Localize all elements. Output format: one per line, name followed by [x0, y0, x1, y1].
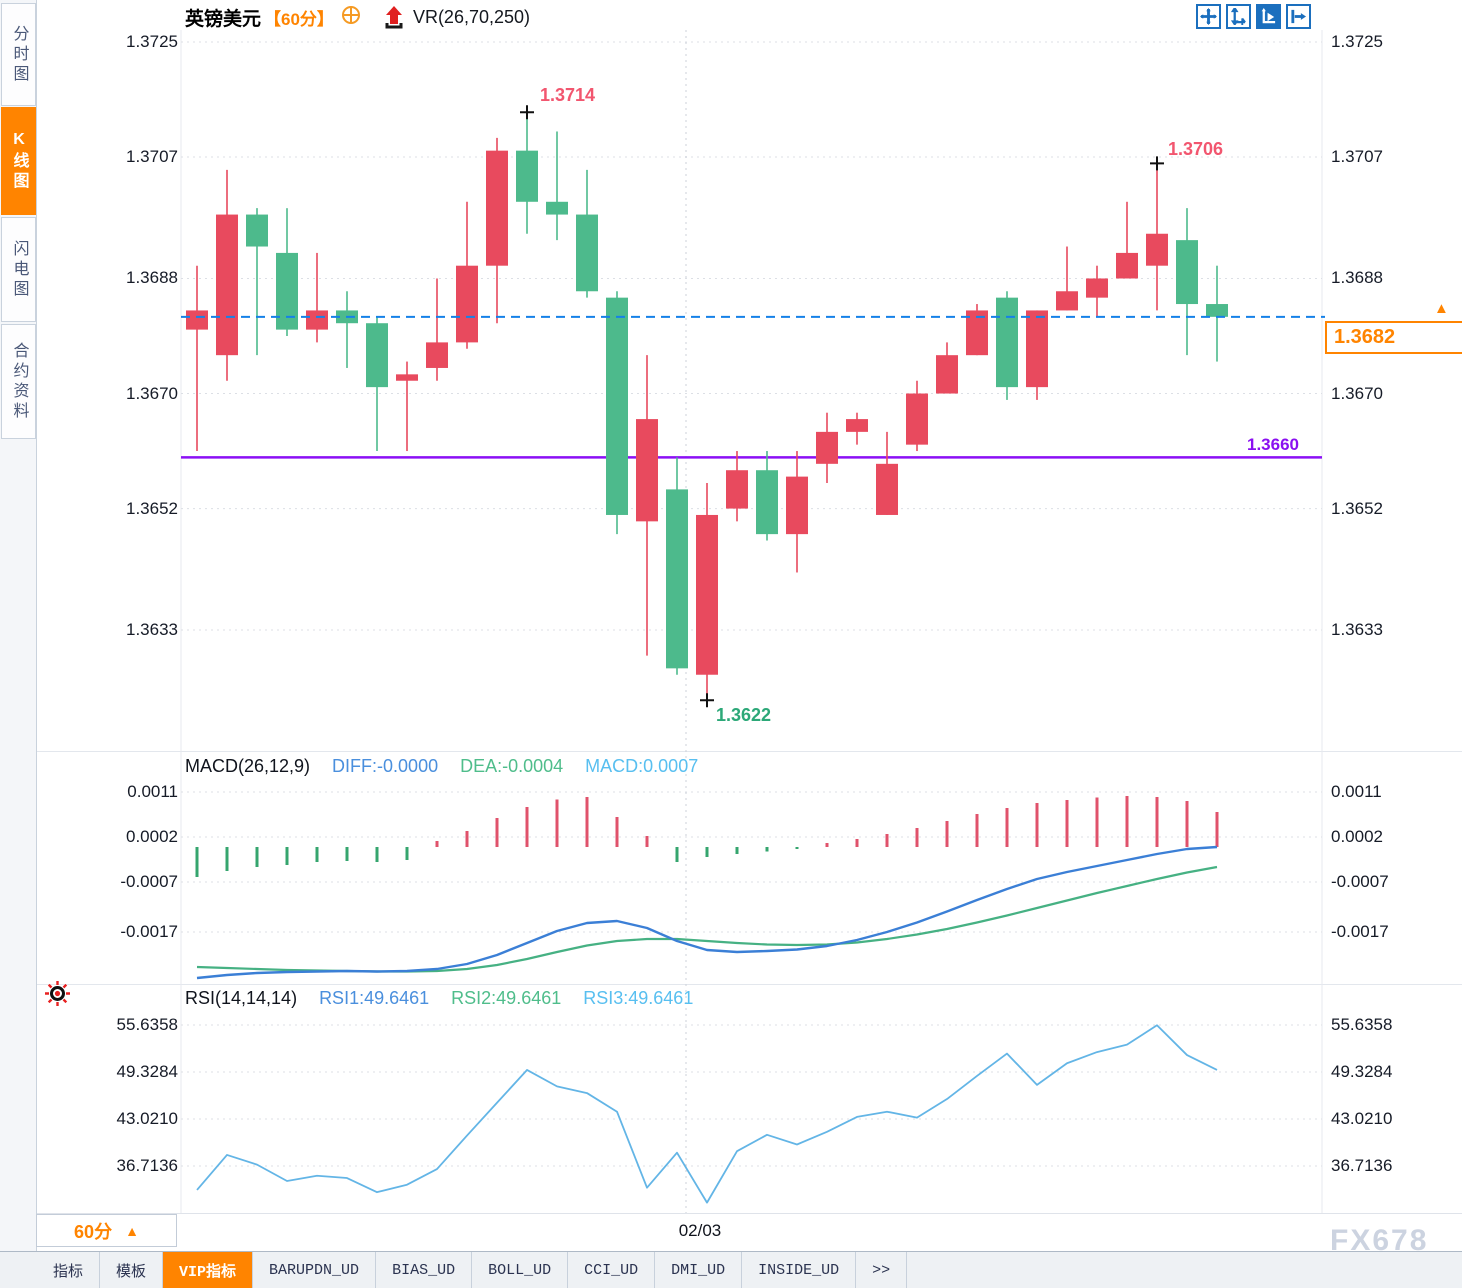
left-axis-label: -0.0017: [120, 922, 178, 941]
low-price-annotation: 1.3622: [716, 705, 772, 725]
right-axis-label: 1.3652: [1331, 498, 1383, 518]
left-axis-label: -0.0007: [120, 872, 178, 891]
left-axis-label: 49.3284: [116, 1062, 178, 1081]
rsi1-value: RSI1:49.6461: [319, 988, 430, 1008]
right-axis-label: 1.3725: [1331, 32, 1383, 51]
pan-crosshair-icon[interactable]: [1196, 4, 1221, 29]
left-axis-label: 1.3707: [126, 147, 178, 167]
indicator-tab-9[interactable]: INSIDE_UD: [742, 1252, 857, 1288]
timeframe-selector-label: 60分: [74, 1221, 113, 1242]
indicator-settings-icon[interactable]: [44, 980, 71, 1012]
indicator-tab-2[interactable]: 模板: [100, 1252, 164, 1288]
left-axis-label: 0.0011: [127, 782, 178, 801]
indicator-tab-1[interactable]: 指标: [37, 1252, 101, 1288]
indicator-tab-4[interactable]: BARUPDN_UD: [253, 1252, 377, 1288]
rsi3-value: RSI3:49.6461: [583, 988, 694, 1008]
current-price-box: 1.3682: [1325, 321, 1462, 354]
support-level-label: 1.3660: [1247, 435, 1299, 454]
left-axis-label: 43.0210: [116, 1109, 178, 1128]
macd-title[interactable]: MACD(26,12,9): [185, 756, 311, 776]
right-axis-label: 55.6358: [1331, 1015, 1393, 1034]
sidebar-tab-contract-info[interactable]: 合约资料: [1, 324, 36, 439]
right-axis-label: 0.0011: [1331, 782, 1382, 801]
timeframe-selector-button[interactable]: 60分 ▲: [36, 1214, 177, 1247]
rsi2-value: RSI2:49.6461: [451, 988, 562, 1008]
indicator-tab-3[interactable]: VIP指标: [163, 1252, 254, 1288]
sidebar-tab-kline-chart[interactable]: K线图: [1, 107, 36, 215]
indicator-tab-6[interactable]: BOLL_UD: [472, 1252, 569, 1288]
right-axis-label: 1.3670: [1331, 383, 1383, 403]
indicator-tab-10[interactable]: >>: [856, 1252, 908, 1288]
left-axis-label: 36.7136: [116, 1156, 178, 1175]
right-axis-label: 0.0002: [1331, 827, 1383, 846]
indicator-tab-bar: 指标 模板 VIP指标 BARUPDN_UD BIAS_UD BOLL_UD CCI_UD D…: [0, 1251, 1462, 1288]
left-axis-label: 1.3670: [126, 383, 178, 403]
current-price-marker-icon: ▲: [1434, 300, 1449, 317]
add-indicator-icon[interactable]: [341, 5, 361, 29]
axis-scale-icon[interactable]: [1226, 4, 1251, 29]
go-to-latest-icon[interactable]: [1286, 4, 1311, 29]
rsi-header: RSI(14,14,14) RSI1:49.6461 RSI2:49.6461 …: [185, 988, 693, 1009]
signal-up-arrow-icon: [383, 5, 405, 29]
indicator-tab-5[interactable]: BIAS_UD: [376, 1252, 473, 1288]
timeframe-selector-arrow-icon: ▲: [125, 1222, 139, 1239]
sidebar-tab-flash-chart[interactable]: 闪电图: [1, 217, 36, 322]
indicator-tab-8[interactable]: DMI_UD: [655, 1252, 743, 1288]
macd-header: MACD(26,12,9) DIFF:-0.0000 DEA:-0.0004 M…: [185, 756, 698, 777]
right-axis-label: 1.3688: [1331, 268, 1383, 288]
sidebar-tab-time-chart[interactable]: 分时图: [1, 3, 36, 106]
left-axis-label: 55.6358: [116, 1015, 178, 1034]
rsi-title[interactable]: RSI(14,14,14): [185, 988, 298, 1008]
symbol-title: 英镑美元: [185, 8, 262, 30]
auto-scroll-icon[interactable]: [1256, 4, 1281, 29]
right-axis-label: 36.7136: [1331, 1156, 1393, 1175]
macd-dea-value: DEA:-0.0004: [460, 756, 564, 776]
macd-hist-value: MACD:0.0007: [585, 756, 699, 776]
left-axis-label: 1.3633: [126, 620, 178, 639]
left-axis-label: 0.0002: [126, 827, 178, 846]
indicator-tab-7[interactable]: CCI_UD: [568, 1252, 656, 1288]
right-axis-label: -0.0017: [1331, 922, 1389, 941]
chart-toolbar: [1196, 4, 1311, 29]
right-axis-label: 1.3633: [1331, 620, 1383, 639]
chart-header: 英镑美元 【60分】 VR(26,70,250): [185, 3, 530, 31]
left-axis-label: 1.3688: [126, 268, 178, 288]
right-axis-label: 1.3707: [1331, 147, 1383, 167]
x-axis-date-label: 02/03: [678, 1221, 722, 1240]
high-price-annotation: 1.3714: [540, 85, 596, 105]
timeframe-badge[interactable]: 【60分】: [264, 9, 334, 29]
overlay-indicator-label[interactable]: VR(26,70,250): [412, 6, 531, 27]
left-axis-label: 1.3725: [126, 32, 178, 51]
right-axis-label: 49.3284: [1331, 1062, 1393, 1081]
macd-diff-value: DIFF:-0.0000: [332, 756, 439, 776]
sidebar: 分时图 K线图 闪电图 合约资料: [0, 0, 37, 1288]
swing-high-price-annotation: 1.3706: [1168, 139, 1224, 159]
left-axis-label: 1.3652: [126, 498, 178, 518]
right-axis-label: -0.0007: [1331, 872, 1389, 891]
right-axis-label: 43.0210: [1331, 1109, 1393, 1128]
